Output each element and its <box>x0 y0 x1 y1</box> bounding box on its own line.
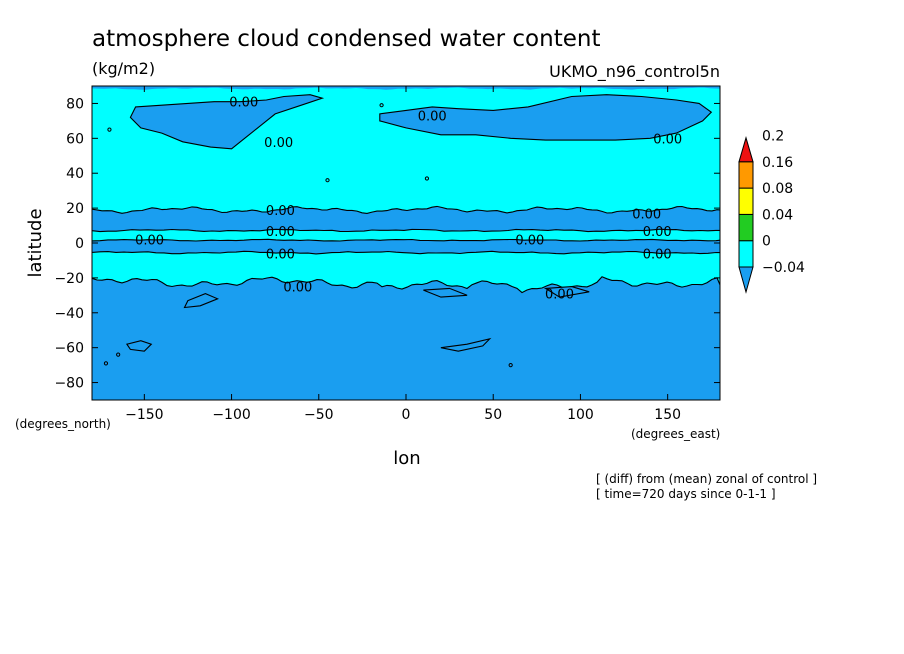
contour-label: 0.00 <box>229 96 258 111</box>
y-tick-label: −20 <box>54 271 84 287</box>
closed-contour <box>440 337 492 352</box>
x-tick-label: −150 <box>125 407 163 423</box>
y-tick-label: 80 <box>66 96 84 112</box>
closed-contour <box>183 293 220 309</box>
contour-label: 0.00 <box>135 234 164 249</box>
negative-regions <box>129 94 713 150</box>
contour-label: 0.00 <box>545 288 574 303</box>
small-contour <box>103 361 109 366</box>
y-axis-title: latitude <box>25 208 46 277</box>
contour-label: 0.00 <box>266 225 295 240</box>
small-contour <box>379 103 384 108</box>
colorbar-label: 0.16 <box>762 155 793 171</box>
y-tick-label: −40 <box>54 306 84 322</box>
contour-label: 0.00 <box>632 207 661 222</box>
footer-note-1: [ (diff) from (mean) zonal of control ] <box>596 472 817 486</box>
contour-line <box>91 276 721 294</box>
closed-contour <box>543 286 590 298</box>
contour-label: 0.00 <box>264 136 293 151</box>
y-tick-label: −60 <box>54 341 84 357</box>
contour-label: 0.00 <box>643 225 672 240</box>
closed-contour <box>126 340 153 352</box>
band-south <box>92 251 720 293</box>
small-contour <box>508 363 513 368</box>
colorbar-label: 0 <box>762 234 771 250</box>
contour-label: 0.00 <box>283 281 312 296</box>
units-label: (kg/m2) <box>92 59 155 78</box>
colorbar-segment <box>738 213 754 242</box>
y-unit-label: (degrees_north) <box>15 417 111 431</box>
negative-region <box>129 94 325 150</box>
small-contour <box>325 178 330 183</box>
colorbar-label: 0.2 <box>762 129 784 145</box>
contour-labels: 0.00 0.00 0.00 0.00 0.00 0.00 0.00 0.00 0.00 0.00… <box>135 96 682 303</box>
x-tick-label: 100 <box>567 407 594 423</box>
contour-line <box>91 238 721 242</box>
contour-line <box>91 250 721 255</box>
x-tick-label: 0 <box>402 407 411 423</box>
small-contour <box>424 176 430 181</box>
contour-label: 0.00 <box>266 247 295 262</box>
y-tick-label: 60 <box>66 131 84 147</box>
y-tick-label: 20 <box>66 201 84 217</box>
colorbar: −0.04 0 0.04 0.08 0.16 0.2 <box>738 129 805 294</box>
colorbar-max-triangle <box>738 136 754 163</box>
colorbar-label: 0.08 <box>762 181 793 197</box>
contour-label: 0.00 <box>653 132 682 147</box>
x-tick-label: −50 <box>304 407 334 423</box>
colorbar-min-triangle <box>738 266 754 294</box>
small-features <box>103 103 590 368</box>
contour-label: 0.00 <box>418 110 447 125</box>
colorbar-label: 0.04 <box>762 207 793 223</box>
x-tick-label: 150 <box>654 407 681 423</box>
colorbar-label: −0.04 <box>762 260 805 276</box>
negative-region <box>379 94 713 141</box>
x-axis-title: lon <box>393 448 420 469</box>
x-tick-label: −100 <box>212 407 250 423</box>
x-tick-label: 50 <box>484 407 502 423</box>
contour-line <box>91 205 721 214</box>
colorbar-segment <box>738 187 754 215</box>
colorbar-segment <box>738 240 754 268</box>
contour-label: 0.00 <box>515 234 544 249</box>
small-contour <box>116 352 121 357</box>
closed-contour <box>423 287 468 298</box>
y-tick-label: 0 <box>75 236 84 252</box>
model-label: UKMO_n96_control5n <box>549 62 720 82</box>
contour-label: 0.00 <box>266 204 295 219</box>
contour-label: 0.00 <box>643 247 672 262</box>
plot-area: 0.00 0.00 0.00 0.00 0.00 0.00 0.00 0.00 0.00 0.00… <box>91 85 721 401</box>
footer-note-2: [ time=720 days since 0-1-1 ] <box>596 487 776 501</box>
y-tick-label: 40 <box>66 166 84 182</box>
contour-line <box>91 228 720 233</box>
x-unit-label: (degrees_east) <box>631 427 720 441</box>
x-axis: −150 −100 −50 0 50 100 150 <box>125 86 681 423</box>
y-tick-label: −80 <box>54 376 84 392</box>
colorbar-segment <box>738 161 754 189</box>
band-equator <box>92 229 720 241</box>
chart-title: atmosphere cloud condensed water content <box>92 26 600 52</box>
small-contour <box>107 127 112 132</box>
y-axis: −80 −60 −40 −20 0 20 40 60 80 <box>54 96 720 392</box>
